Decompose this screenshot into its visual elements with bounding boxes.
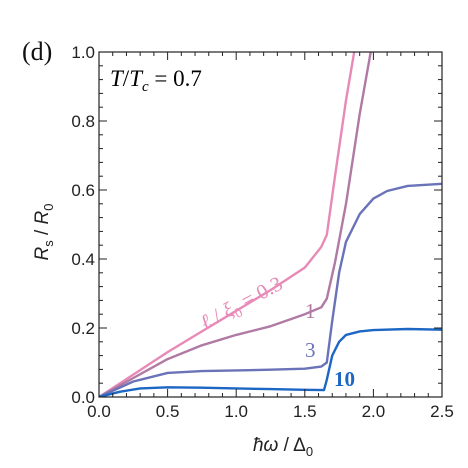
plot-frame (98, 51, 443, 398)
panel-label: (d) (22, 37, 52, 66)
series-line-0 (99, 52, 356, 397)
label-series-0: ℓ / ξ0 = 0.3 (196, 271, 288, 338)
y-tick-label: 0.4 (71, 250, 95, 269)
label-series-2: 3 (305, 338, 316, 362)
label-series-3: 10 (334, 367, 355, 391)
series-line-1 (99, 52, 372, 397)
y-tick-label: 1.0 (71, 43, 95, 62)
y-tick-label: 0.0 (71, 388, 95, 407)
y-tick-label: 0.6 (71, 181, 95, 200)
x-tick-label: 0.5 (156, 402, 180, 421)
label-series-1: 1 (305, 299, 316, 323)
x-tick-label: 1.0 (224, 402, 248, 421)
x-tick-label: 2.5 (430, 402, 454, 421)
x-tick-label: 0.0 (87, 402, 111, 421)
series-line-3 (99, 327, 442, 397)
x-axis-title: ħω / Δ0 (253, 435, 313, 459)
curves-group (99, 52, 442, 397)
x-tick-label: 2.0 (362, 402, 386, 421)
ticks-group: 0.0 0.5 1.0 1.5 2.0 2.5 0.0 0.2 0.4 0.6 0.8 1.0 (71, 43, 453, 421)
y-tick-label: 0.2 (71, 319, 95, 338)
x-tick-label: 1.5 (293, 402, 317, 421)
temperature-annotation: T/Tc = 0.7 (110, 66, 202, 95)
y-tick-label: 0.8 (71, 112, 95, 131)
series-line-2 (99, 182, 442, 397)
y-axis-title: Rs / R0 (32, 203, 56, 260)
